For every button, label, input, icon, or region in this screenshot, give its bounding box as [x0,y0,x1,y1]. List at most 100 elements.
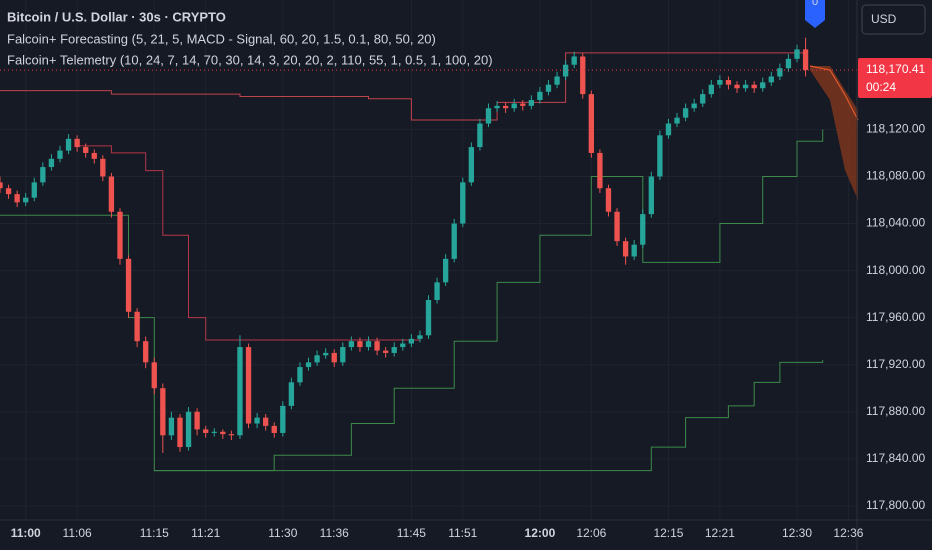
candle-body [382,350,389,353]
currency-button[interactable] [861,4,926,35]
candle-body [185,411,192,448]
candle-body [391,347,397,353]
candle-body [485,108,492,124]
candle-body [365,341,372,348]
candle-body [177,417,183,448]
y-tick-label: 117,960.00 [866,310,925,324]
candle-body [254,417,260,424]
y-tick-label: 117,840.00 [866,451,925,465]
candle-body [580,56,586,95]
candle-body [751,84,757,89]
candle-body [494,105,500,109]
candle-body [288,382,295,406]
candle-body [725,80,732,85]
candle-body [374,341,380,351]
candle-body [314,355,320,363]
y-tick-label: 117,880.00 [866,404,925,418]
candle-body [528,100,534,106]
candle-body [237,347,243,436]
candle-body [502,105,509,109]
candle-body [442,258,449,283]
y-tick-label: 118,080.00 [866,169,925,183]
candle-body [117,211,123,259]
candle-body [100,158,106,177]
candle-body [108,176,115,212]
candle-body [14,194,20,203]
candle-body [648,176,654,215]
overlays [0,52,824,472]
candles [0,37,857,453]
y-tick-label: 118,120.00 [866,122,925,136]
candle-body [434,282,440,300]
candle-body [323,352,329,356]
overlay-line [154,360,824,472]
candle-body [160,388,166,436]
candle-body [400,343,406,348]
candle-body [622,241,629,257]
candle-body [588,94,594,153]
candle-body [477,123,483,148]
forecast-cone [810,66,858,200]
candle-body [562,64,569,77]
candle-body [168,417,175,436]
candle-body [280,405,286,433]
candle-body [802,49,809,71]
candle-body [74,138,80,148]
candle-body [125,258,132,312]
last-price-label: 118,170.41 [866,62,925,76]
candle-body [794,49,800,59]
candle-body [211,431,217,433]
candle-body [742,84,749,89]
y-tick-label: 117,800.00 [866,498,925,512]
currency-label[interactable]: USD [871,12,897,26]
candle-body [271,425,277,433]
candle-body [91,152,97,159]
candle-body [605,188,612,212]
candle-body [348,341,355,348]
y-tick-label: 118,040.00 [866,216,925,230]
candle-body [48,158,55,168]
x-tick-label: 11:00 [11,526,41,540]
candle-body [460,182,466,224]
candle-body [511,103,517,109]
candle-body [537,91,543,100]
candle-body [408,338,415,344]
candle-body [657,135,663,177]
overlay-line [0,52,806,121]
candle-body [340,347,346,363]
x-tick-label: 11:06 [63,526,92,540]
candle-body [597,152,603,189]
indicator-legend: Falcoin+ Telemetry (10, 24, 7, 14, 70, 3… [7,52,493,67]
candle-body [640,214,646,245]
candle-body [5,188,12,195]
x-tick-label: 11:45 [397,526,426,540]
x-tick-label: 12:30 [782,526,812,540]
candle-body [451,223,457,259]
x-tick-label: 11:30 [268,526,297,540]
candle-body [357,341,363,348]
candle-body [305,362,312,368]
candle-body [245,347,252,424]
candle-body [143,341,149,363]
candle-body [768,76,774,83]
candle-body [614,211,620,242]
candle-body [425,300,432,336]
chart-title: Bitcoin / U.S. Dollar · 30s · CRYPTO [7,9,226,24]
candle-body [571,56,577,65]
candle-body [554,76,560,85]
candle-body [331,352,337,363]
candle-body [545,84,552,92]
candle-body [203,429,209,433]
x-tick-label: 11:51 [448,526,477,540]
candle-body [785,58,792,69]
x-tick-label: 12:36 [833,526,863,540]
candle-body [83,147,89,153]
y-tick-label: 118,000.00 [866,263,925,277]
x-tick-label: 11:15 [140,526,169,540]
candle-body [691,103,697,109]
candle-body [777,68,783,77]
candle-body [468,147,475,183]
x-axis: 11:00 11:06 11:15 11:21 11:30 11:36 11:45 11:51… [11,526,864,540]
